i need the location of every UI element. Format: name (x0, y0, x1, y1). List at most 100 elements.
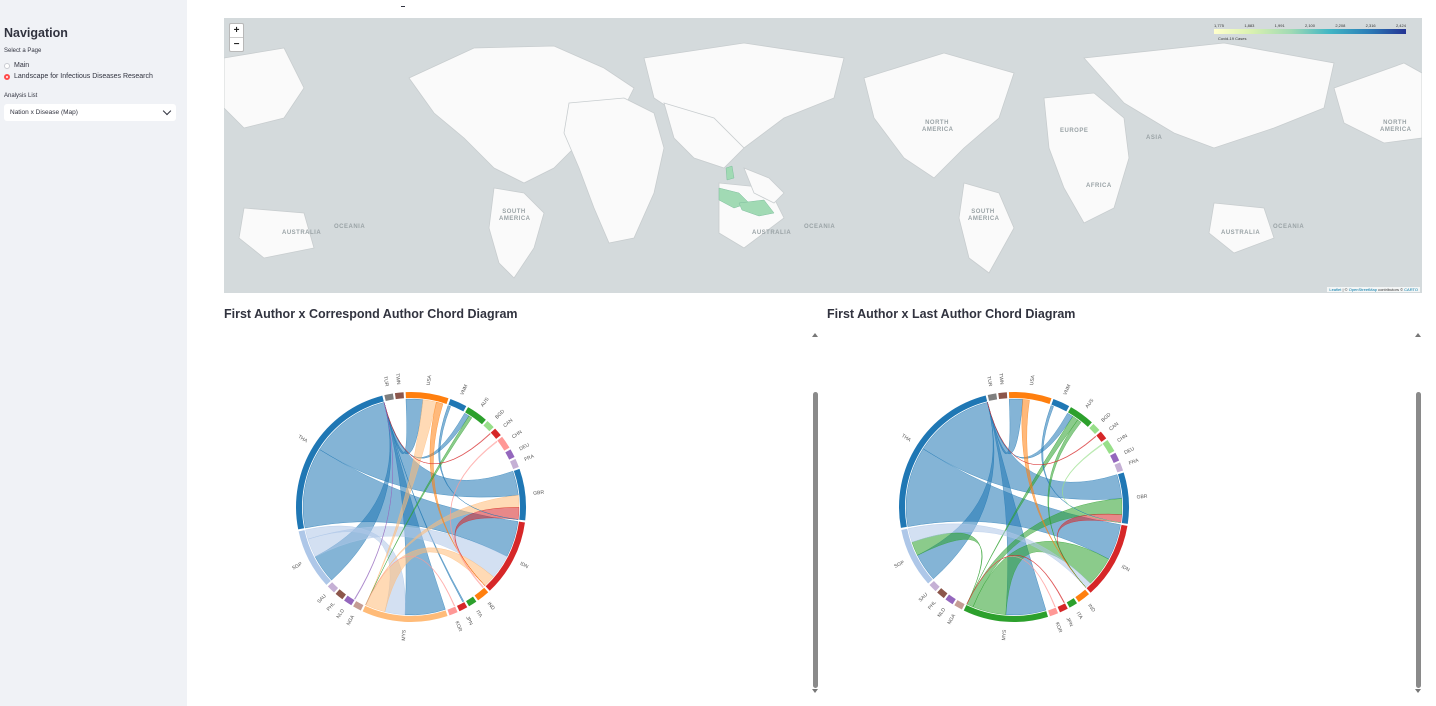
chord-right-arc-nld[interactable] (945, 594, 956, 605)
map-label-south-america: SOUTH AMERICA (968, 209, 1000, 222)
analysis-select[interactable]: Nation x Disease (Map) (4, 104, 176, 121)
chord-right-arc-twn[interactable] (998, 392, 1008, 400)
chord-right-arc-idn[interactable] (1086, 524, 1128, 593)
chord-left-arc-bgd[interactable] (483, 421, 494, 432)
chord-right-arc-deu[interactable] (1110, 452, 1120, 463)
chord-left-arc-tha[interactable] (296, 395, 384, 530)
chord-left-arc-sgp[interactable] (298, 530, 331, 585)
chord-left-arc-chn[interactable] (497, 436, 510, 451)
chord-right-label-fra: FRA (1128, 457, 1140, 466)
chord-left-arc-deu[interactable] (505, 449, 515, 460)
chord-right-label-kor: KOR (1054, 621, 1064, 634)
scroll-up-arrow[interactable] (1415, 333, 1421, 337)
chord-right-arc-tha[interactable] (899, 395, 988, 528)
chord-right-arc-vnm[interactable] (1051, 398, 1070, 412)
osm-link[interactable]: OpenStreetMap (1348, 287, 1377, 292)
legend-tick: 1,883 (1244, 23, 1255, 28)
attribution-separator: | © (1341, 287, 1349, 292)
sidebar-title: Navigation (4, 26, 68, 40)
chord-left-arc-aus[interactable] (465, 407, 486, 425)
chord-left-link-THA-JPN (383, 402, 465, 603)
chord-left-label-ind: IND (486, 601, 496, 612)
map-label-oceania: OCEANIA (334, 224, 366, 230)
chord-right-arc-bgd[interactable] (1089, 423, 1100, 435)
map-label-europe: EUROPE (1060, 128, 1089, 134)
radio-label-landscape: Landscape for Infectious Diseases Resear… (14, 73, 153, 80)
chord-right-arc-jpn[interactable] (1057, 603, 1068, 613)
radio-button-selected[interactable] (4, 73, 10, 80)
chord-left-label-chn: CHN (511, 429, 524, 440)
chord-left-label-fra: FRA (524, 453, 536, 463)
chord-left-link-NLD-THA (354, 402, 394, 600)
radio-main[interactable]: Main (4, 62, 29, 69)
legend-tick: 2,208 (1335, 23, 1346, 28)
chord-left-arc-fra[interactable] (510, 458, 519, 470)
chord-left-label-ita: ITA (474, 609, 483, 619)
map-label-australia: AUSTRALIA (1221, 230, 1261, 236)
chord-right-link-VNM-GBR (1041, 405, 1121, 524)
chord-left-arc-kor[interactable] (447, 606, 458, 616)
chord-left-arc-vnm[interactable] (448, 398, 467, 412)
chord-left-arc-tur[interactable] (384, 393, 394, 401)
chord-right-arc-gbr[interactable] (1117, 472, 1129, 524)
chord-left-link-IDN-GBR (454, 507, 520, 586)
zoom-out-button[interactable]: − (230, 37, 243, 51)
chord-left-arc-twn[interactable] (394, 392, 404, 400)
carto-link[interactable]: CARTO (1404, 287, 1418, 292)
chord-right-arc-sgp[interactable] (901, 528, 933, 584)
chord-left-arc-nga[interactable] (353, 601, 364, 611)
chord-right-link-THA-SGP (917, 402, 995, 580)
chord-left-arc-usa[interactable] (405, 392, 449, 404)
chord-right-arc-phl[interactable] (937, 588, 948, 599)
scroll-down-arrow[interactable] (812, 689, 818, 693)
legend-color-bar (1214, 29, 1406, 34)
chord-right-arc-usa[interactable] (1008, 392, 1052, 404)
sidebar: Navigation Select a Page Main Landscape … (0, 0, 187, 706)
chord-left-arc-ind[interactable] (474, 587, 489, 601)
scrollbar-thumb-left[interactable] (813, 392, 818, 688)
chord-right-arc-mys[interactable] (963, 605, 1049, 622)
legend-ticks: 1,775 1,883 1,991 2,100 2,208 2,316 2,42… (1214, 23, 1406, 28)
chord-right-arc-aus[interactable] (1068, 407, 1092, 427)
chord-left-label-jpn: JPN (464, 615, 474, 626)
chord-right-link-JPN-MYS (966, 554, 1065, 605)
chord-right-arc-tur[interactable] (987, 393, 998, 401)
scrollbar-thumb-right[interactable] (1416, 392, 1421, 688)
radio-landscape[interactable]: Landscape for Infectious Diseases Resear… (4, 73, 153, 80)
zoom-control: + − (229, 23, 244, 52)
chord-left-label-mys: MYS (401, 629, 408, 641)
chord-right-label-chn: CHN (1116, 433, 1129, 444)
chord-left-arc-jpn[interactable] (456, 602, 468, 612)
chord-right-links (905, 398, 1123, 616)
zoom-in-button[interactable]: + (233, 25, 240, 36)
chord-right-arc-fra[interactable] (1114, 462, 1124, 473)
chord-right-arc-ind[interactable] (1075, 589, 1090, 603)
chord-left-arc-idn[interactable] (485, 521, 525, 591)
chord-right-arc-chn[interactable] (1102, 439, 1115, 454)
chord-right-arc-can[interactable] (1096, 431, 1107, 442)
scroll-down-arrow[interactable] (1415, 689, 1421, 693)
chord-left-arc-nld[interactable] (344, 595, 355, 606)
chord-right-link-USA-IDN (1021, 399, 1087, 588)
world-map[interactable]: + − 1,775 1,883 1,991 2,100 2,208 2,316 … (224, 18, 1422, 293)
chord-right-link-AUS-IDN (1047, 419, 1087, 588)
chord-left-links (302, 398, 520, 616)
leaflet-link[interactable]: Leaflet (1329, 287, 1342, 292)
chord-right-arc-kor[interactable] (1048, 607, 1059, 617)
chord-left-arc-phl[interactable] (335, 589, 346, 600)
chord-left-arc-gbr[interactable] (513, 468, 526, 521)
chord-left-arc-can[interactable] (490, 428, 501, 439)
chord-right-arc-nga[interactable] (954, 600, 965, 610)
chord-right-arc-sau[interactable] (929, 580, 940, 592)
top-divider (401, 6, 405, 7)
chord-left-arc-mys[interactable] (362, 605, 448, 622)
radio-button[interactable] (4, 62, 10, 69)
chord-right-arc-ita[interactable] (1066, 598, 1078, 608)
map-attribution: Leaflet | © OpenStreetMap contributors ©… (1327, 287, 1420, 292)
chord-left-link-MYS-GBR (365, 494, 520, 606)
chord-left-arc-ita[interactable] (466, 596, 477, 607)
scroll-up-arrow[interactable] (812, 333, 818, 337)
chord-left-arc-sau[interactable] (327, 582, 339, 593)
